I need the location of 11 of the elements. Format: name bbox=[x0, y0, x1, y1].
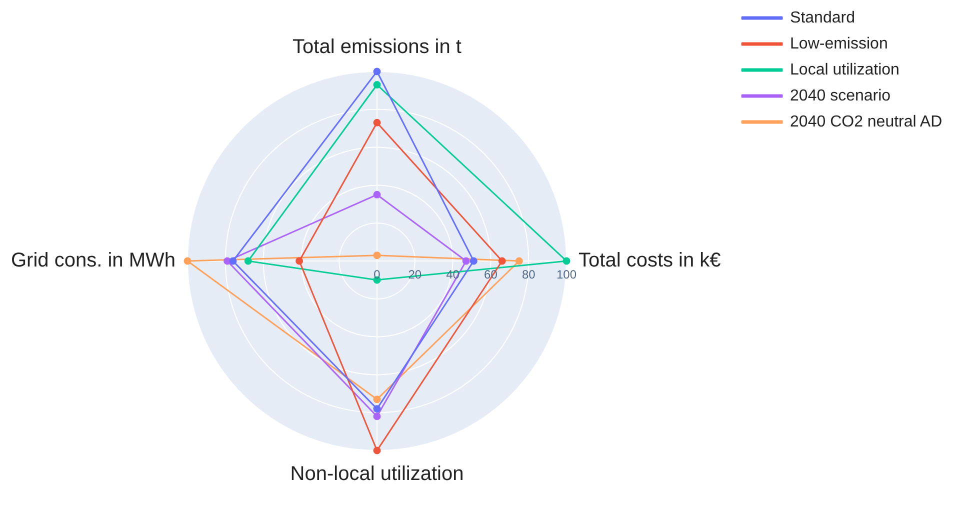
legend-label: Low-emission bbox=[790, 35, 888, 52]
y-tick-label: 100 bbox=[556, 267, 577, 282]
legend-label: Local utilization bbox=[790, 61, 900, 78]
spoke-label: Non-local utilization bbox=[290, 463, 464, 486]
spoke-label: Grid cons. in MWh bbox=[11, 250, 176, 272]
y-tick-label: 80 bbox=[522, 267, 536, 282]
legend-label: 2040 scenario bbox=[790, 87, 891, 104]
legend-label: 2040 CO2 neutral AD bbox=[790, 113, 942, 130]
spoke-label: Total emissions in t bbox=[292, 36, 462, 58]
legend-label: Standard bbox=[790, 9, 855, 26]
spoke-label: Total costs in k€ bbox=[578, 250, 721, 272]
